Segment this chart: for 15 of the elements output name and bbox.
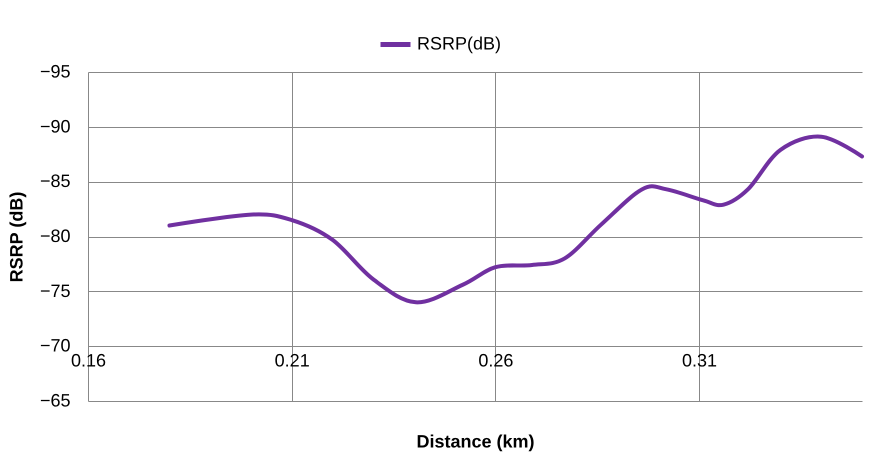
y-tick-label: −75 [40, 280, 70, 301]
y-tick-label: −80 [40, 226, 70, 246]
x-axis-title: Distance (km) [416, 432, 535, 452]
y-tick-label: −90 [40, 116, 70, 136]
y-tick-label: −95 [40, 62, 70, 82]
y-tick-label: −85 [40, 171, 70, 192]
y-axis-title: RSRP (dB) [6, 192, 26, 282]
x-tick-label: 0.16 [70, 350, 106, 371]
x-tick-label: 0.21 [274, 350, 310, 371]
x-tick-label: 0.31 [682, 350, 718, 371]
x-tick-label: 0.26 [478, 350, 514, 371]
line-series [167, 134, 864, 304]
y-tick-label: −65 [40, 390, 70, 410]
y-tick-label: −70 [40, 336, 70, 356]
legend-label: RSRP(dB) [417, 34, 502, 54]
